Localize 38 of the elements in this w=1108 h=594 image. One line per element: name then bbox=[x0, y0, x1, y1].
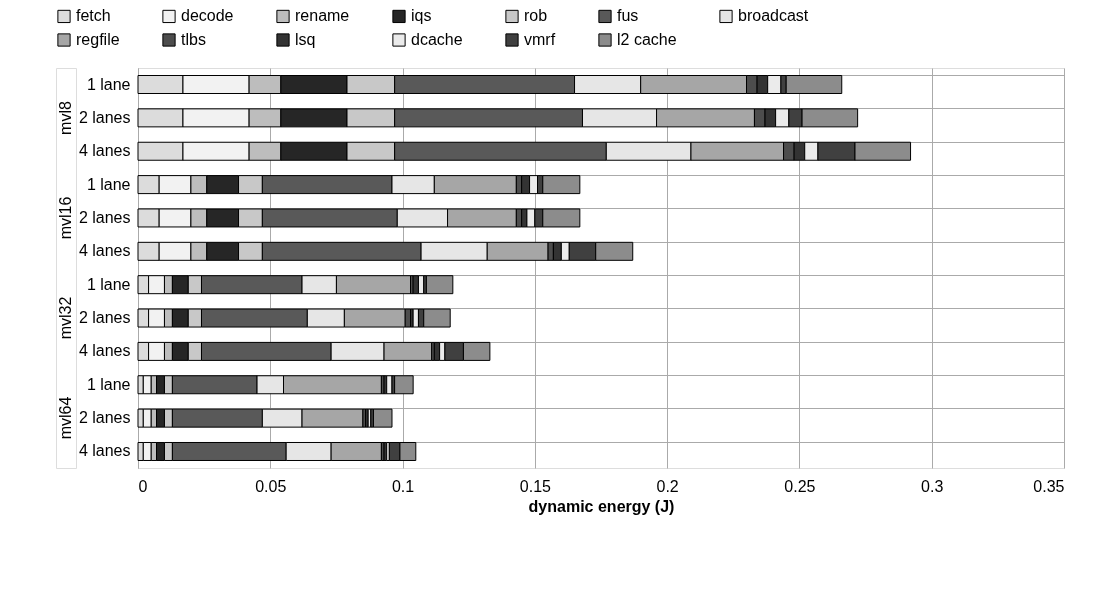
text: mvl8 bbox=[57, 101, 74, 135]
text: mvl32 bbox=[57, 296, 74, 340]
legend-label: vmrf bbox=[524, 31, 556, 48]
y-tick-label: 1 lane bbox=[86, 375, 131, 393]
x-tick-label: 0.25 bbox=[784, 477, 816, 495]
legend-label: broadcast bbox=[738, 7, 809, 25]
y-tick-label: 4 lanes bbox=[78, 442, 131, 460]
text: mvl16 bbox=[57, 196, 74, 240]
x-tick-label: 0.15 bbox=[519, 477, 552, 495]
legend-label: fetch bbox=[76, 7, 111, 25]
legend-label: tlbs bbox=[181, 31, 206, 48]
y-tick-label: 1 lane bbox=[86, 75, 131, 93]
y-tick-label: 2 lanes bbox=[78, 208, 131, 226]
x-axis-title: dynamic energy (J) bbox=[528, 497, 675, 515]
text: mvl64 bbox=[57, 396, 74, 440]
y-tick-label: 4 lanes bbox=[78, 242, 131, 260]
legend-label: lsq bbox=[295, 31, 316, 48]
x-tick-label: 0.1 bbox=[391, 477, 415, 495]
legend-label: dcache bbox=[411, 31, 463, 48]
legend-label: regfile bbox=[76, 31, 120, 48]
x-tick-label: 0.2 bbox=[656, 477, 679, 495]
legend-label: l2 cache bbox=[617, 31, 677, 48]
x-tick-label: 0.05 bbox=[255, 477, 287, 495]
x-tick-label: 0.3 bbox=[921, 477, 944, 495]
y-tick-label: 2 lanes bbox=[78, 108, 131, 126]
legend-label: decode bbox=[181, 7, 234, 25]
x-tick-label: 0.35 bbox=[1033, 477, 1065, 495]
legend-label: rename bbox=[295, 7, 350, 25]
y-tick-label: 4 lanes bbox=[78, 142, 131, 160]
y-tick-label: 2 lanes bbox=[78, 309, 131, 327]
y-tick-label: 4 lanes bbox=[78, 342, 131, 360]
x-tick-label: 0 bbox=[138, 477, 148, 495]
y-tick-label: 2 lanes bbox=[78, 409, 131, 427]
y-tick-label: 1 lane bbox=[86, 175, 131, 193]
legend-label: iqs bbox=[411, 7, 432, 25]
y-tick-label: 1 lane bbox=[86, 275, 131, 293]
legend-label: fus bbox=[617, 7, 639, 25]
legend-label: rob bbox=[524, 7, 548, 25]
